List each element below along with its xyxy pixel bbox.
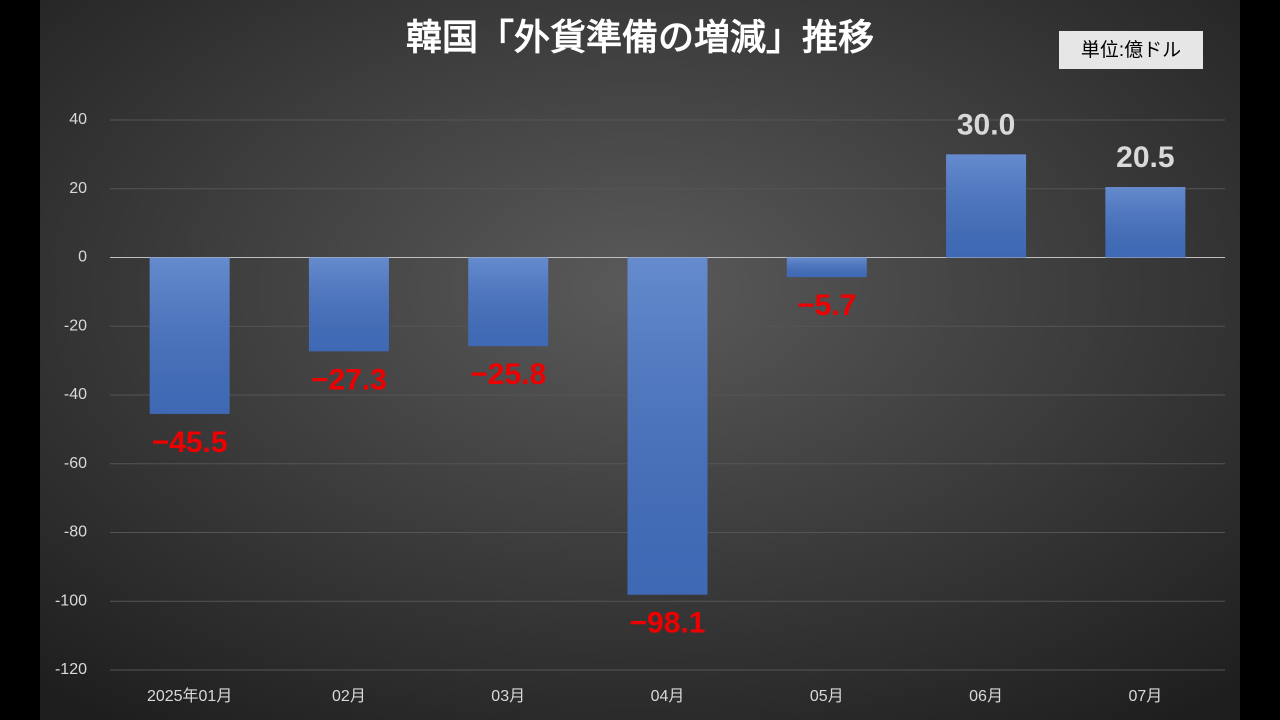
bar-shade <box>308 257 389 352</box>
unit-label: 単位:億ドル <box>1081 39 1181 61</box>
value-label: −27.3 <box>311 363 387 396</box>
value-label: −25.8 <box>470 358 546 391</box>
y-tick-label: -20 <box>64 317 87 334</box>
x-tick-label: 04月 <box>651 688 685 705</box>
value-label: −5.7 <box>797 289 856 322</box>
bar-shade <box>786 257 867 278</box>
bar-shade <box>946 154 1027 258</box>
bar-shade <box>468 257 549 347</box>
y-tick-label: -60 <box>64 455 87 472</box>
bar-shade <box>627 257 708 595</box>
value-label: −98.1 <box>630 607 706 640</box>
bar-shade <box>149 257 230 414</box>
x-tick-label: 2025年01月 <box>147 687 232 705</box>
x-tick-label: 07月 <box>1128 688 1162 705</box>
unit-box <box>1059 31 1203 69</box>
chart-title: 韓国「外貨準備の増減」推移 <box>406 17 874 58</box>
value-label: 20.5 <box>1116 141 1174 174</box>
y-tick-label: -40 <box>64 386 87 403</box>
value-label: −45.5 <box>152 426 228 459</box>
x-tick-label: 03月 <box>491 688 525 705</box>
y-tick-label: 20 <box>69 180 87 197</box>
bar-shade <box>1105 187 1186 258</box>
value-label: 30.0 <box>957 108 1015 141</box>
y-tick-label: -120 <box>55 661 87 678</box>
y-tick-label: -100 <box>55 592 87 609</box>
y-tick-label: -80 <box>64 524 87 541</box>
y-tick-label: 0 <box>78 249 87 266</box>
x-tick-label: 06月 <box>969 688 1003 705</box>
x-tick-label: 02月 <box>332 688 366 705</box>
x-tick-label: 05月 <box>810 688 844 705</box>
y-tick-label: 40 <box>69 111 87 128</box>
